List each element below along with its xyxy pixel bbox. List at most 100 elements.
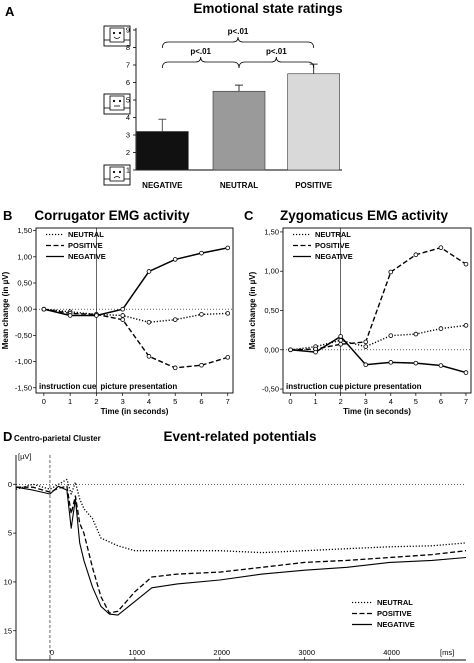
legend-label: NEUTRAL	[377, 598, 413, 607]
x-tick-label: 2	[339, 397, 343, 406]
data-point	[199, 250, 204, 256]
y-tick-label: 10	[4, 578, 12, 587]
y-tick-label: 1	[126, 166, 130, 175]
legend-label: NEUTRAL	[68, 230, 104, 239]
significance-brackets: p<.01 p<.01 p<.01	[161, 27, 315, 69]
y-tick-label: 5	[8, 529, 12, 538]
erp-plot: 0 5 10 15 0 1000 2000 3000 4000 [µV] [ms] NEUTRAL PO…	[4, 452, 467, 661]
x-tick-label: 2000	[213, 648, 230, 657]
y-tick-label: 2	[126, 148, 130, 157]
erp-wave-positive	[16, 485, 467, 614]
y-tick-label: 1,00	[264, 267, 279, 276]
panel-b: B Corrugator EMG activity -1,50 -1,00 -0,5…	[1, 208, 234, 416]
legend-label: NEUTRAL	[315, 230, 351, 239]
panel-d: D Centro-parietal Cluster Event-related …	[3, 429, 467, 661]
y-axis-label: Mean change (in µV)	[248, 271, 257, 349]
series-line-positive	[290, 246, 467, 351]
bar-neutral	[212, 90, 266, 171]
data-point	[388, 333, 394, 338]
data-point	[172, 257, 178, 262]
y-tick-label: 8	[126, 43, 130, 52]
panel-title-b: Corrugator EMG activity	[34, 208, 190, 223]
panel-letter-c: C	[244, 208, 254, 223]
series-line-negative	[290, 335, 467, 374]
legend-label: POSITIVE	[68, 241, 103, 250]
x-tick-label: 1000	[129, 648, 146, 657]
y-tick-label: 4	[126, 113, 130, 122]
sam-icons	[103, 25, 131, 186]
y-tick-label: 6	[126, 78, 130, 87]
sam-manikin-neutral-icon	[103, 93, 131, 115]
category-label: NEUTRAL	[220, 181, 258, 190]
x-tick-label: 0	[288, 397, 292, 406]
panel-title-d: Event-related potentials	[163, 429, 316, 444]
category-label: NEGATIVE	[142, 181, 183, 190]
y-tick-label: 1,50	[17, 226, 32, 235]
x-axis-label: Time (in seconds)	[101, 407, 169, 416]
data-point	[463, 323, 469, 328]
y-tick-label: 7	[126, 61, 130, 70]
data-point	[225, 311, 231, 316]
data-point	[172, 317, 178, 322]
icon-eye	[112, 170, 116, 174]
phase-label-picture: picture presentation	[345, 382, 422, 391]
legend-label: NEGATIVE	[377, 620, 415, 629]
legend-label: POSITIVE	[377, 609, 412, 618]
x-axis-label: Time (in seconds)	[343, 407, 411, 416]
erp-wave-negative	[15, 485, 467, 616]
icon-mouth	[113, 176, 121, 179]
data-point	[413, 360, 419, 366]
panel-letter-b: B	[3, 208, 12, 223]
data-point	[363, 339, 369, 345]
panel-letter-a: A	[5, 4, 15, 19]
y-tick-label: 9	[126, 26, 130, 35]
data-point	[463, 370, 469, 375]
x-tick-label: 3	[364, 397, 368, 406]
data-point	[67, 313, 73, 318]
data-point	[438, 363, 444, 368]
data-point	[388, 269, 394, 275]
data-point	[413, 252, 419, 258]
phase-label-picture: picture presentation	[100, 382, 177, 391]
data-point	[199, 312, 204, 317]
data-point	[146, 354, 152, 359]
panel-a: A Emotional state ratings 1 2 3 4 5 6 7 8 9 p<.0…	[5, 1, 343, 190]
icon-head	[109, 166, 125, 182]
icon-eye	[112, 99, 116, 103]
data-point	[225, 355, 231, 360]
x-tick-label: 1	[68, 397, 72, 406]
y-tick-label: 5	[126, 96, 130, 105]
series-line-neutral	[290, 324, 467, 351]
y-tick-label: 1,50	[264, 227, 279, 236]
x-tick-label: 6	[199, 397, 203, 406]
data-point	[41, 306, 47, 312]
y-tick-label: 0,00	[264, 345, 279, 354]
data-point	[288, 347, 293, 353]
icon-eye	[112, 31, 116, 35]
sam-manikin-positive-icon	[103, 25, 131, 47]
plot-frame	[35, 227, 234, 394]
icon-eye	[118, 170, 122, 174]
data-point	[313, 349, 318, 355]
y-tick-label: -1,00	[15, 357, 32, 366]
significance-label: p<.01	[266, 47, 287, 56]
data-point	[438, 245, 444, 250]
x-tick-label: 1	[314, 397, 318, 406]
x-tick-label: 3	[121, 397, 125, 406]
data-point	[199, 362, 204, 368]
data-point	[146, 319, 152, 325]
data-point	[94, 313, 99, 318]
significance-bracket	[161, 36, 315, 49]
legend-label: NEGATIVE	[315, 252, 353, 261]
data-point	[146, 269, 152, 274]
icon-frame	[103, 164, 131, 186]
series-line-neutral	[43, 308, 228, 323]
data-point	[120, 313, 125, 318]
series-line-negative	[43, 247, 228, 317]
erp-wave-neutral	[15, 478, 467, 554]
zygomaticus-plot: -0,50 0,00 0,50 1,00 1,50 0 1 2 3 4 5 6 7 Time (in se…	[248, 227, 472, 416]
significance-bracket	[161, 56, 240, 69]
y-tick-label: 0,50	[264, 306, 279, 315]
data-point	[172, 365, 178, 371]
icon-head	[109, 95, 125, 111]
